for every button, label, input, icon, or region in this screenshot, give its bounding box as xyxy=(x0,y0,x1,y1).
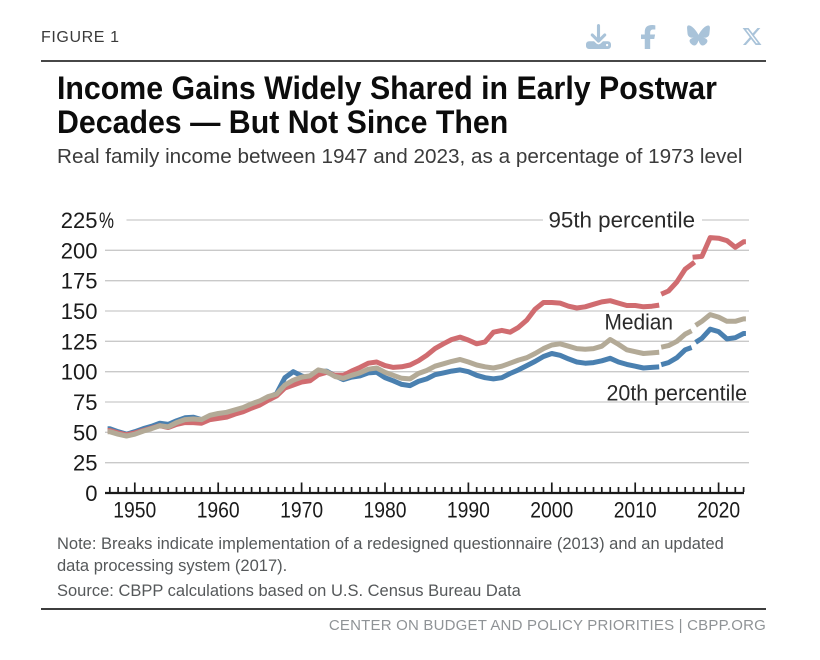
svg-text:225: 225 xyxy=(61,208,98,233)
svg-text:175: 175 xyxy=(61,269,98,294)
svg-text:Median: Median xyxy=(605,310,674,335)
svg-text:%: % xyxy=(99,208,114,233)
svg-text:2020: 2020 xyxy=(697,498,740,523)
svg-text:0: 0 xyxy=(85,481,97,506)
svg-text:95th percentile: 95th percentile xyxy=(549,208,696,233)
svg-text:20th percentile: 20th percentile xyxy=(607,381,748,406)
svg-text:200: 200 xyxy=(61,238,98,263)
svg-text:25: 25 xyxy=(73,451,97,476)
svg-text:1990: 1990 xyxy=(447,498,490,523)
svg-text:75: 75 xyxy=(73,390,97,415)
svg-text:1950: 1950 xyxy=(113,498,156,523)
svg-text:2000: 2000 xyxy=(530,498,573,523)
svg-text:100: 100 xyxy=(61,360,98,385)
svg-text:50: 50 xyxy=(73,420,97,445)
svg-text:2010: 2010 xyxy=(614,498,657,523)
svg-text:1960: 1960 xyxy=(197,498,240,523)
svg-text:150: 150 xyxy=(61,299,98,324)
svg-text:125: 125 xyxy=(61,329,98,354)
svg-text:1970: 1970 xyxy=(280,498,323,523)
svg-text:1980: 1980 xyxy=(364,498,407,523)
